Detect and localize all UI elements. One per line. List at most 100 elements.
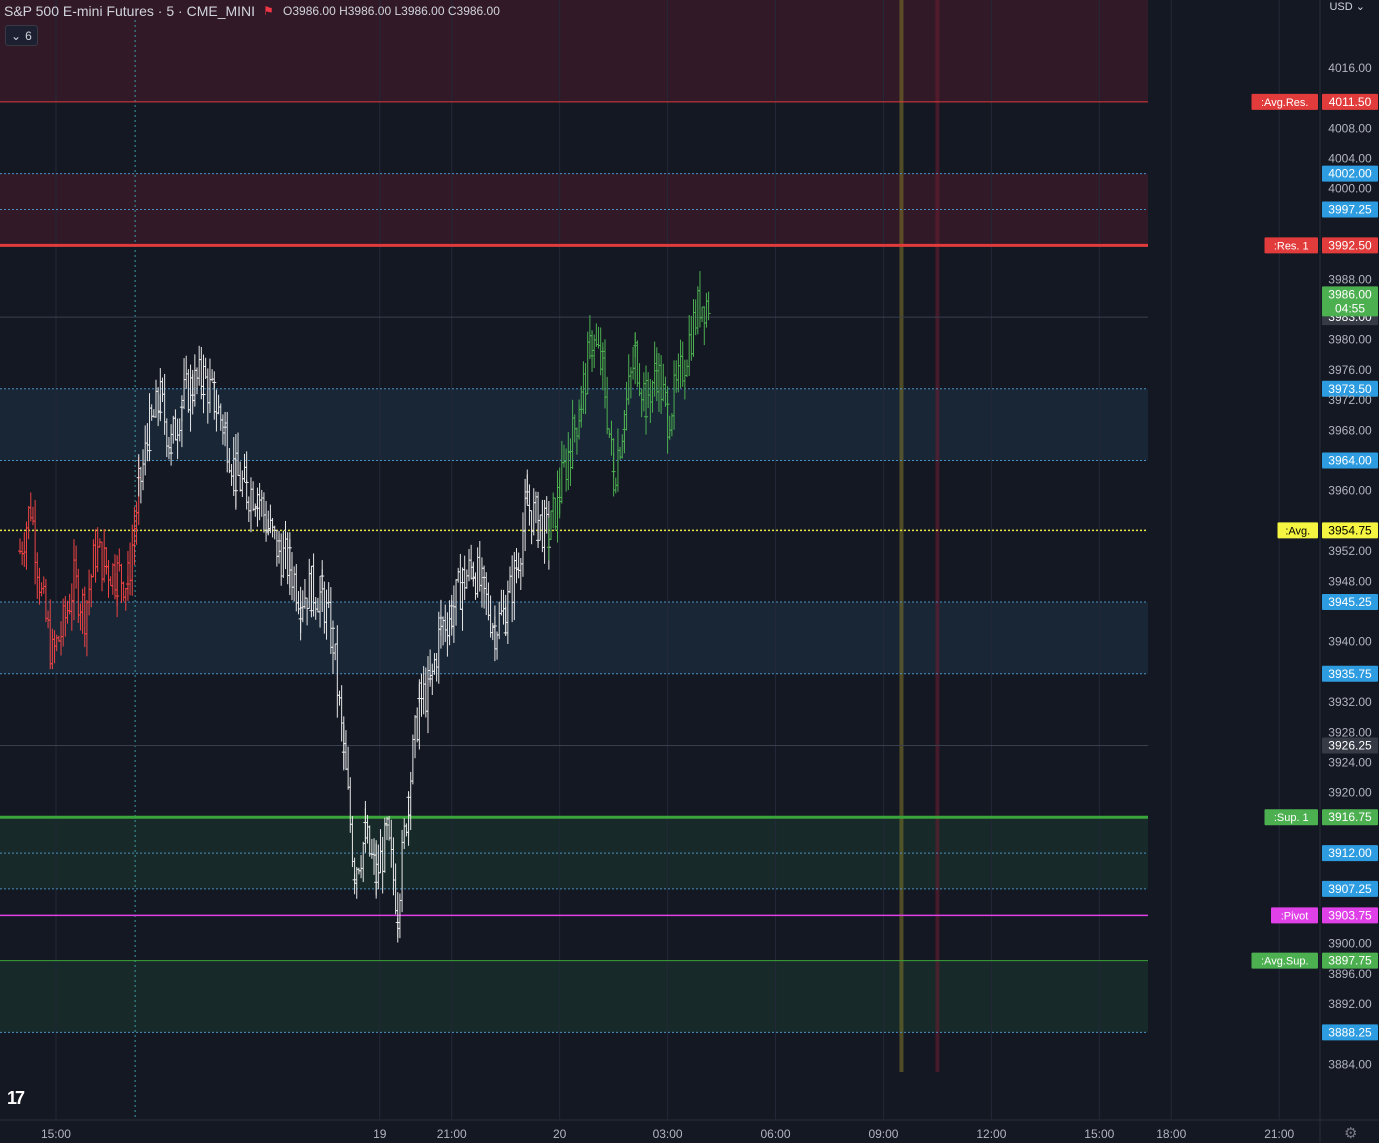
price-bar: [685, 359, 690, 378]
x-tick-label: 03:00: [653, 1127, 683, 1141]
price-bar: [274, 529, 279, 567]
price-bar: [527, 484, 532, 526]
gear-icon[interactable]: ⚙: [1344, 1125, 1358, 1142]
price-bar: [518, 557, 523, 591]
indicators-toggle[interactable]: ⌄ 6: [5, 25, 38, 46]
price-bar: [680, 341, 685, 387]
y-tick-label: 3940.00: [1328, 635, 1372, 649]
price-bar: [248, 477, 253, 533]
price-bar: [281, 530, 286, 578]
price-bar: [549, 510, 554, 540]
price-bar: [261, 492, 266, 533]
price-tag-bg: [1322, 845, 1378, 862]
price-tag: 3897.75: [1328, 954, 1372, 968]
price-bar: [533, 491, 538, 524]
price-tag: 3907.25: [1328, 882, 1372, 896]
price-bar: [117, 548, 122, 572]
price-bar: [121, 581, 126, 602]
price-tag: 4011.50: [1329, 95, 1372, 109]
price-bar: [93, 529, 98, 583]
price-bar: [702, 306, 707, 346]
price-bar: [475, 547, 480, 598]
last-price-countdown: 04:55: [1335, 301, 1365, 315]
x-tick-label: 15:00: [41, 1127, 71, 1141]
price-bar: [557, 479, 562, 519]
y-tick-label: 3896.00: [1328, 967, 1372, 981]
price-bar: [246, 496, 251, 523]
price-tag: 3935.75: [1328, 667, 1372, 681]
y-tick-label: 3932.00: [1328, 695, 1372, 709]
price-tag: 3992.50: [1328, 238, 1372, 252]
price-bar: [678, 339, 683, 388]
price-tag-bg: [1322, 880, 1378, 897]
price-bar: [289, 552, 294, 601]
last-price-bg: [1322, 286, 1378, 317]
price-bar: [555, 470, 560, 543]
price-bar: [462, 555, 467, 601]
price-bar: [540, 499, 545, 553]
price-bar: [635, 340, 640, 388]
level-label-bg: [1271, 907, 1318, 924]
last-price-value: 3986.00: [1328, 287, 1372, 301]
y-tick-label: 3952.00: [1328, 544, 1372, 558]
flag-icon[interactable]: ⚑: [263, 4, 274, 18]
indicator-count: 6: [25, 28, 32, 43]
price-bar: [37, 567, 42, 605]
tradingview-logo-icon[interactable]: 17: [7, 1088, 25, 1108]
price-tag-bg: [1322, 1024, 1378, 1041]
price-bar: [525, 469, 530, 506]
price-bar: [259, 489, 264, 517]
price-tag: 3916.75: [1328, 810, 1372, 824]
time-axis[interactable]: 15:00 19 21:00 20 03:00 06:00 09:00 12:00 15:00 1…: [41, 1127, 1295, 1141]
price-tag: 3964.00: [1328, 454, 1372, 468]
price-tag-bg: [1322, 237, 1378, 254]
price-bar: [594, 323, 599, 347]
price-bar: [538, 514, 543, 541]
y-tick-label: 4008.00: [1328, 121, 1372, 135]
price-bar: [514, 548, 519, 584]
y-tick-label: 4000.00: [1328, 182, 1372, 196]
x-tick-label: 21:00: [1264, 1127, 1294, 1141]
price-bar: [531, 488, 536, 536]
price-tag-bg: [1322, 665, 1378, 682]
symbol-title[interactable]: S&P 500 E-mini Futures · 5 · CME_MINI: [4, 3, 256, 19]
level-label-bg: [1277, 522, 1318, 539]
y-tick-label: 3900.00: [1328, 937, 1372, 951]
y-tick-label: 3960.00: [1328, 484, 1372, 498]
x-tick-label: 12:00: [976, 1127, 1006, 1141]
price-bar: [479, 557, 484, 608]
zone-green: [0, 960, 1148, 1033]
currency-selector[interactable]: USD ⌄: [1329, 0, 1365, 13]
price-bar: [292, 566, 297, 602]
vertical-marker-maroon: [935, 0, 940, 1072]
y-tick-label: 3920.00: [1328, 786, 1372, 800]
price-bar: [587, 315, 592, 360]
currency-label: USD: [1329, 1, 1353, 13]
price-bar: [395, 917, 400, 943]
price-bar: [283, 520, 288, 570]
price-bar: [520, 512, 525, 577]
vertical-marker-layer: [899, 0, 940, 1072]
price-tag-bg: [1322, 809, 1378, 826]
price-bar: [341, 724, 346, 770]
price-bar: [266, 519, 271, 536]
price-bar: [704, 292, 709, 328]
level-label: :Avg.Sup.: [1261, 956, 1309, 968]
price-bar: [39, 582, 44, 597]
price-tag-bg: [1322, 380, 1378, 397]
price-bar: [22, 532, 27, 567]
price-tag: 3888.25: [1328, 1025, 1372, 1039]
y-tick-label: 3928.00: [1328, 725, 1372, 739]
level-layer: [0, 101, 1148, 1033]
price-tag-bg: [1322, 952, 1378, 969]
price-bar: [508, 566, 513, 594]
price-tag-bg: [1322, 93, 1378, 110]
price-bar: [423, 667, 428, 718]
price-bar: [285, 532, 290, 585]
level-label-bg: [1264, 809, 1318, 826]
price-axis[interactable]: 4011.50:Avg.Res. 4002.00 3997.25 3992.50:Re…: [1251, 61, 1379, 1072]
price-bar: [108, 576, 113, 587]
price-bar: [229, 463, 234, 486]
